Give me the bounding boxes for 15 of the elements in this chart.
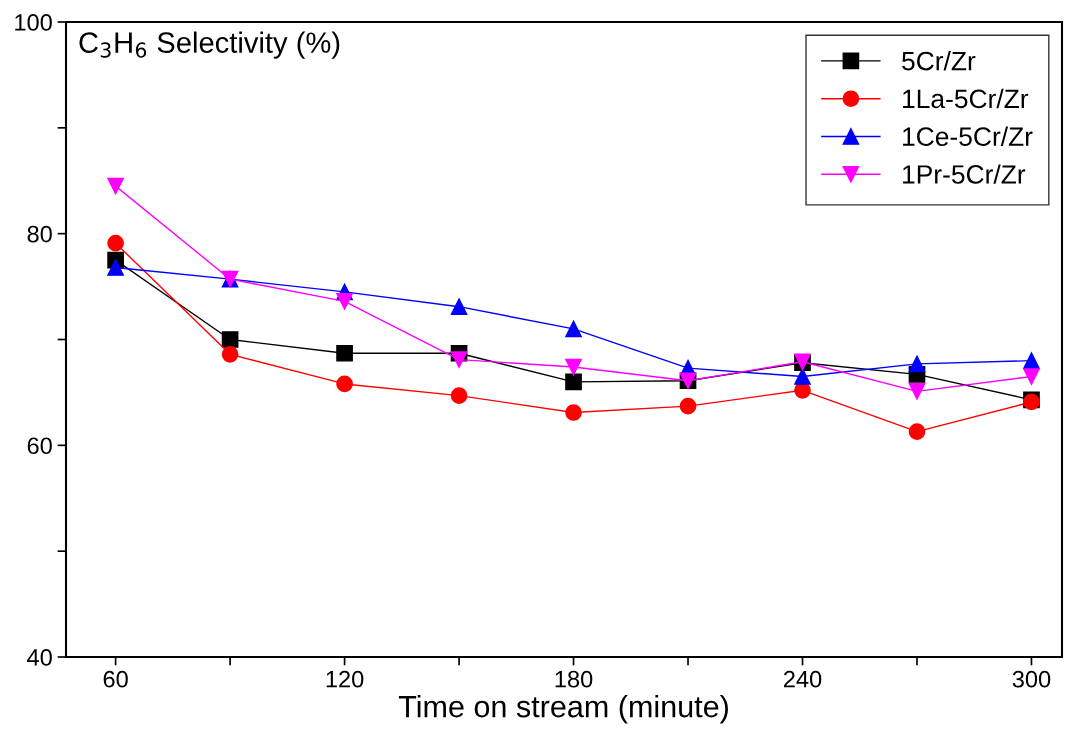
- y-tick-label: 100: [15, 14, 52, 31]
- x-tick-label: 180: [555, 670, 593, 688]
- x-tick-label: 300: [1012, 670, 1051, 688]
- legend-label: 5Cr/Zr: [902, 51, 976, 71]
- x-tick-label: 240: [784, 670, 822, 688]
- y-tick-label: 40: [27, 649, 52, 666]
- y-tick-label: 60: [27, 437, 52, 455]
- x-axis-title: Time on stream (minute): [398, 694, 728, 724]
- y-tick-label: 80: [27, 225, 52, 243]
- legend-label: 1Pr-5Cr/Zr: [903, 164, 1026, 184]
- chart-title: C$_{3}$H$_{6}$ Selectivity (%): [79, 31, 340, 59]
- legend-label: 1Ce-5Cr/Zr: [903, 126, 1033, 146]
- legend-label: 1La-5Cr/Zr: [903, 88, 1029, 109]
- x-tick-label: 120: [326, 670, 364, 688]
- x-tick-label: 60: [103, 670, 128, 688]
